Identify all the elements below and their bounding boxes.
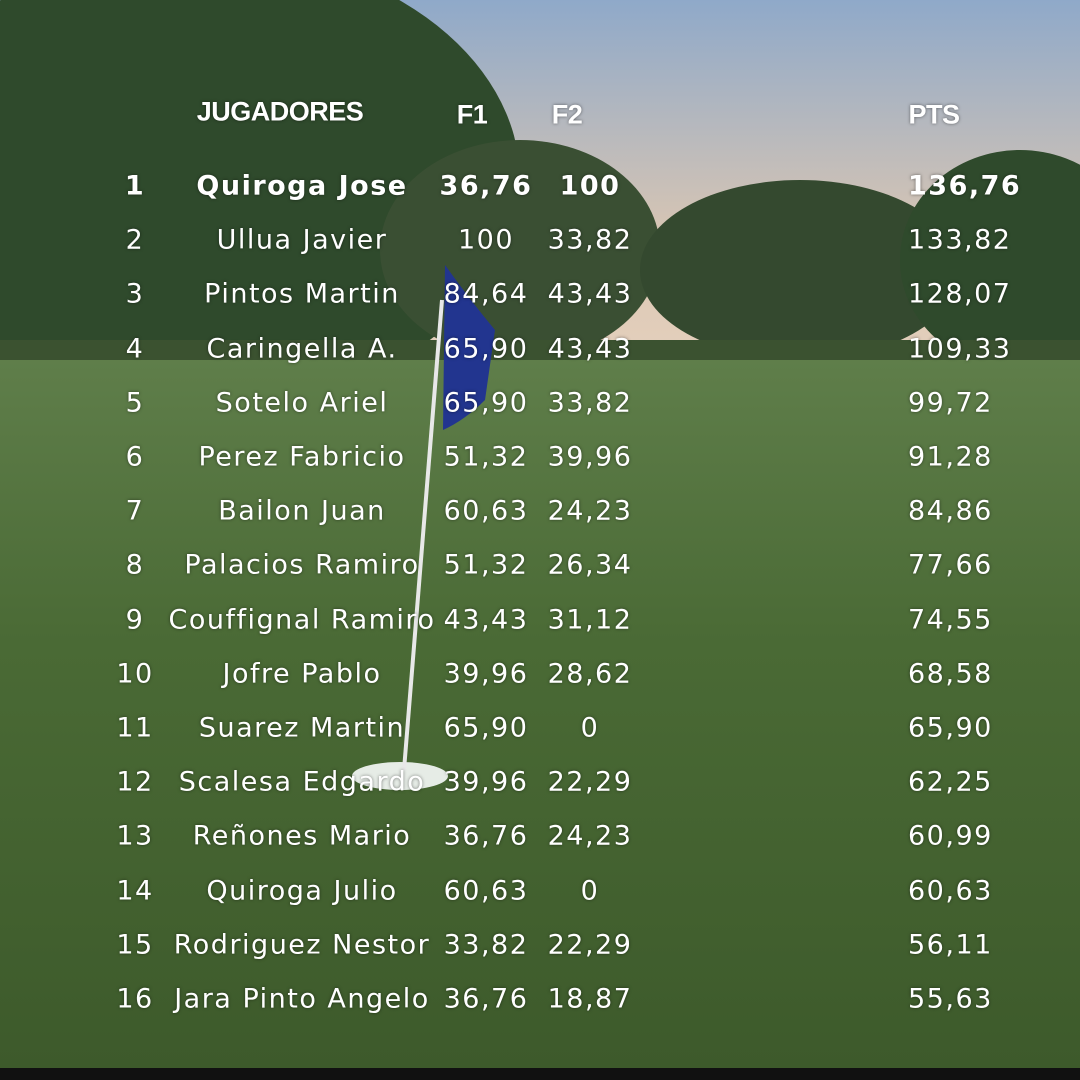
f1-score: 39,96 [443, 658, 529, 690]
f1-score: 60,63 [443, 875, 529, 907]
total-points: 55,63 [908, 983, 993, 1015]
f2-score: 31,12 [547, 604, 633, 636]
player-name: Sotelo Ariel [215, 387, 389, 419]
f2-score: 26,34 [547, 549, 633, 581]
column-header: JUGADORES [196, 96, 364, 127]
player-name: Couffignal Ramiro [168, 604, 436, 636]
f1-score: 36,76 [443, 983, 529, 1015]
rank: 11 [116, 712, 154, 744]
total-points: 128,07 [908, 278, 1012, 310]
f1-score: 51,32 [443, 549, 529, 581]
f1-score: 43,43 [443, 604, 529, 636]
f1-score: 51,32 [443, 441, 529, 473]
rank: 2 [125, 224, 145, 256]
player-name: Bailon Juan [218, 495, 386, 527]
rank: 13 [116, 820, 154, 852]
column-header: PTS [908, 99, 960, 130]
f1-score: 60,63 [443, 495, 529, 527]
f1-score: 36,76 [439, 170, 533, 202]
rank: 9 [125, 604, 145, 636]
total-points: 91,28 [908, 441, 993, 473]
player-name: Suarez Martin [198, 712, 406, 744]
f1-score: 100 [457, 224, 515, 256]
f2-score: 100 [559, 170, 621, 202]
f2-score: 24,23 [547, 820, 633, 852]
player-name: Perez Fabricio [198, 441, 406, 473]
total-points: 65,90 [908, 712, 993, 744]
total-points: 60,63 [908, 875, 993, 907]
player-name: Jofre Pablo [222, 658, 382, 690]
player-name: Pintos Martin [204, 278, 400, 310]
rank: 8 [125, 549, 145, 581]
total-points: 136,76 [908, 170, 1022, 202]
rank: 5 [125, 387, 145, 419]
f2-score: 18,87 [547, 983, 633, 1015]
f2-score: 39,96 [547, 441, 633, 473]
total-points: 74,55 [908, 604, 993, 636]
rank: 15 [116, 929, 154, 961]
f1-score: 39,96 [443, 766, 529, 798]
total-points: 133,82 [908, 224, 1012, 256]
f2-score: 43,43 [547, 333, 633, 365]
column-header: F1 [456, 99, 488, 130]
rank: 10 [116, 658, 154, 690]
column-header: F2 [551, 99, 583, 130]
player-name: Caringella A. [206, 333, 398, 365]
rank: 14 [116, 875, 154, 907]
f1-score: 33,82 [443, 929, 529, 961]
rank: 16 [116, 983, 154, 1015]
rank: 3 [125, 278, 145, 310]
f2-score: 0 [580, 875, 600, 907]
total-points: 62,25 [908, 766, 993, 798]
f1-score: 65,90 [443, 712, 529, 744]
player-name: Quiroga Jose [196, 170, 408, 202]
total-points: 77,66 [908, 549, 993, 581]
total-points: 99,72 [908, 387, 993, 419]
f1-score: 36,76 [443, 820, 529, 852]
f2-score: 33,82 [547, 387, 633, 419]
total-points: 109,33 [908, 333, 1012, 365]
player-name: Quiroga Julio [206, 875, 398, 907]
player-name: Palacios Ramiro [184, 549, 420, 581]
player-name: Scalesa Edgardo [178, 766, 426, 798]
total-points: 68,58 [908, 658, 993, 690]
f2-score: 22,29 [547, 766, 633, 798]
total-points: 84,86 [908, 495, 993, 527]
f2-score: 43,43 [547, 278, 633, 310]
player-name: Jara Pinto Angelo [174, 983, 430, 1015]
f2-score: 28,62 [547, 658, 633, 690]
f2-score: 22,29 [547, 929, 633, 961]
rank: 12 [116, 766, 154, 798]
total-points: 56,11 [908, 929, 993, 961]
player-name: Ullua Javier [216, 224, 388, 256]
f2-score: 33,82 [547, 224, 633, 256]
f2-score: 24,23 [547, 495, 633, 527]
f1-score: 84,64 [443, 278, 529, 310]
rank: 7 [125, 495, 145, 527]
total-points: 60,99 [908, 820, 993, 852]
f1-score: 65,90 [443, 333, 529, 365]
player-name: Rodriguez Nestor [173, 929, 431, 961]
player-name: Reñones Mario [192, 820, 412, 852]
rank: 4 [125, 333, 145, 365]
rank: 1 [124, 170, 146, 202]
f1-score: 65,90 [443, 387, 529, 419]
f2-score: 0 [580, 712, 600, 744]
rank: 6 [125, 441, 145, 473]
